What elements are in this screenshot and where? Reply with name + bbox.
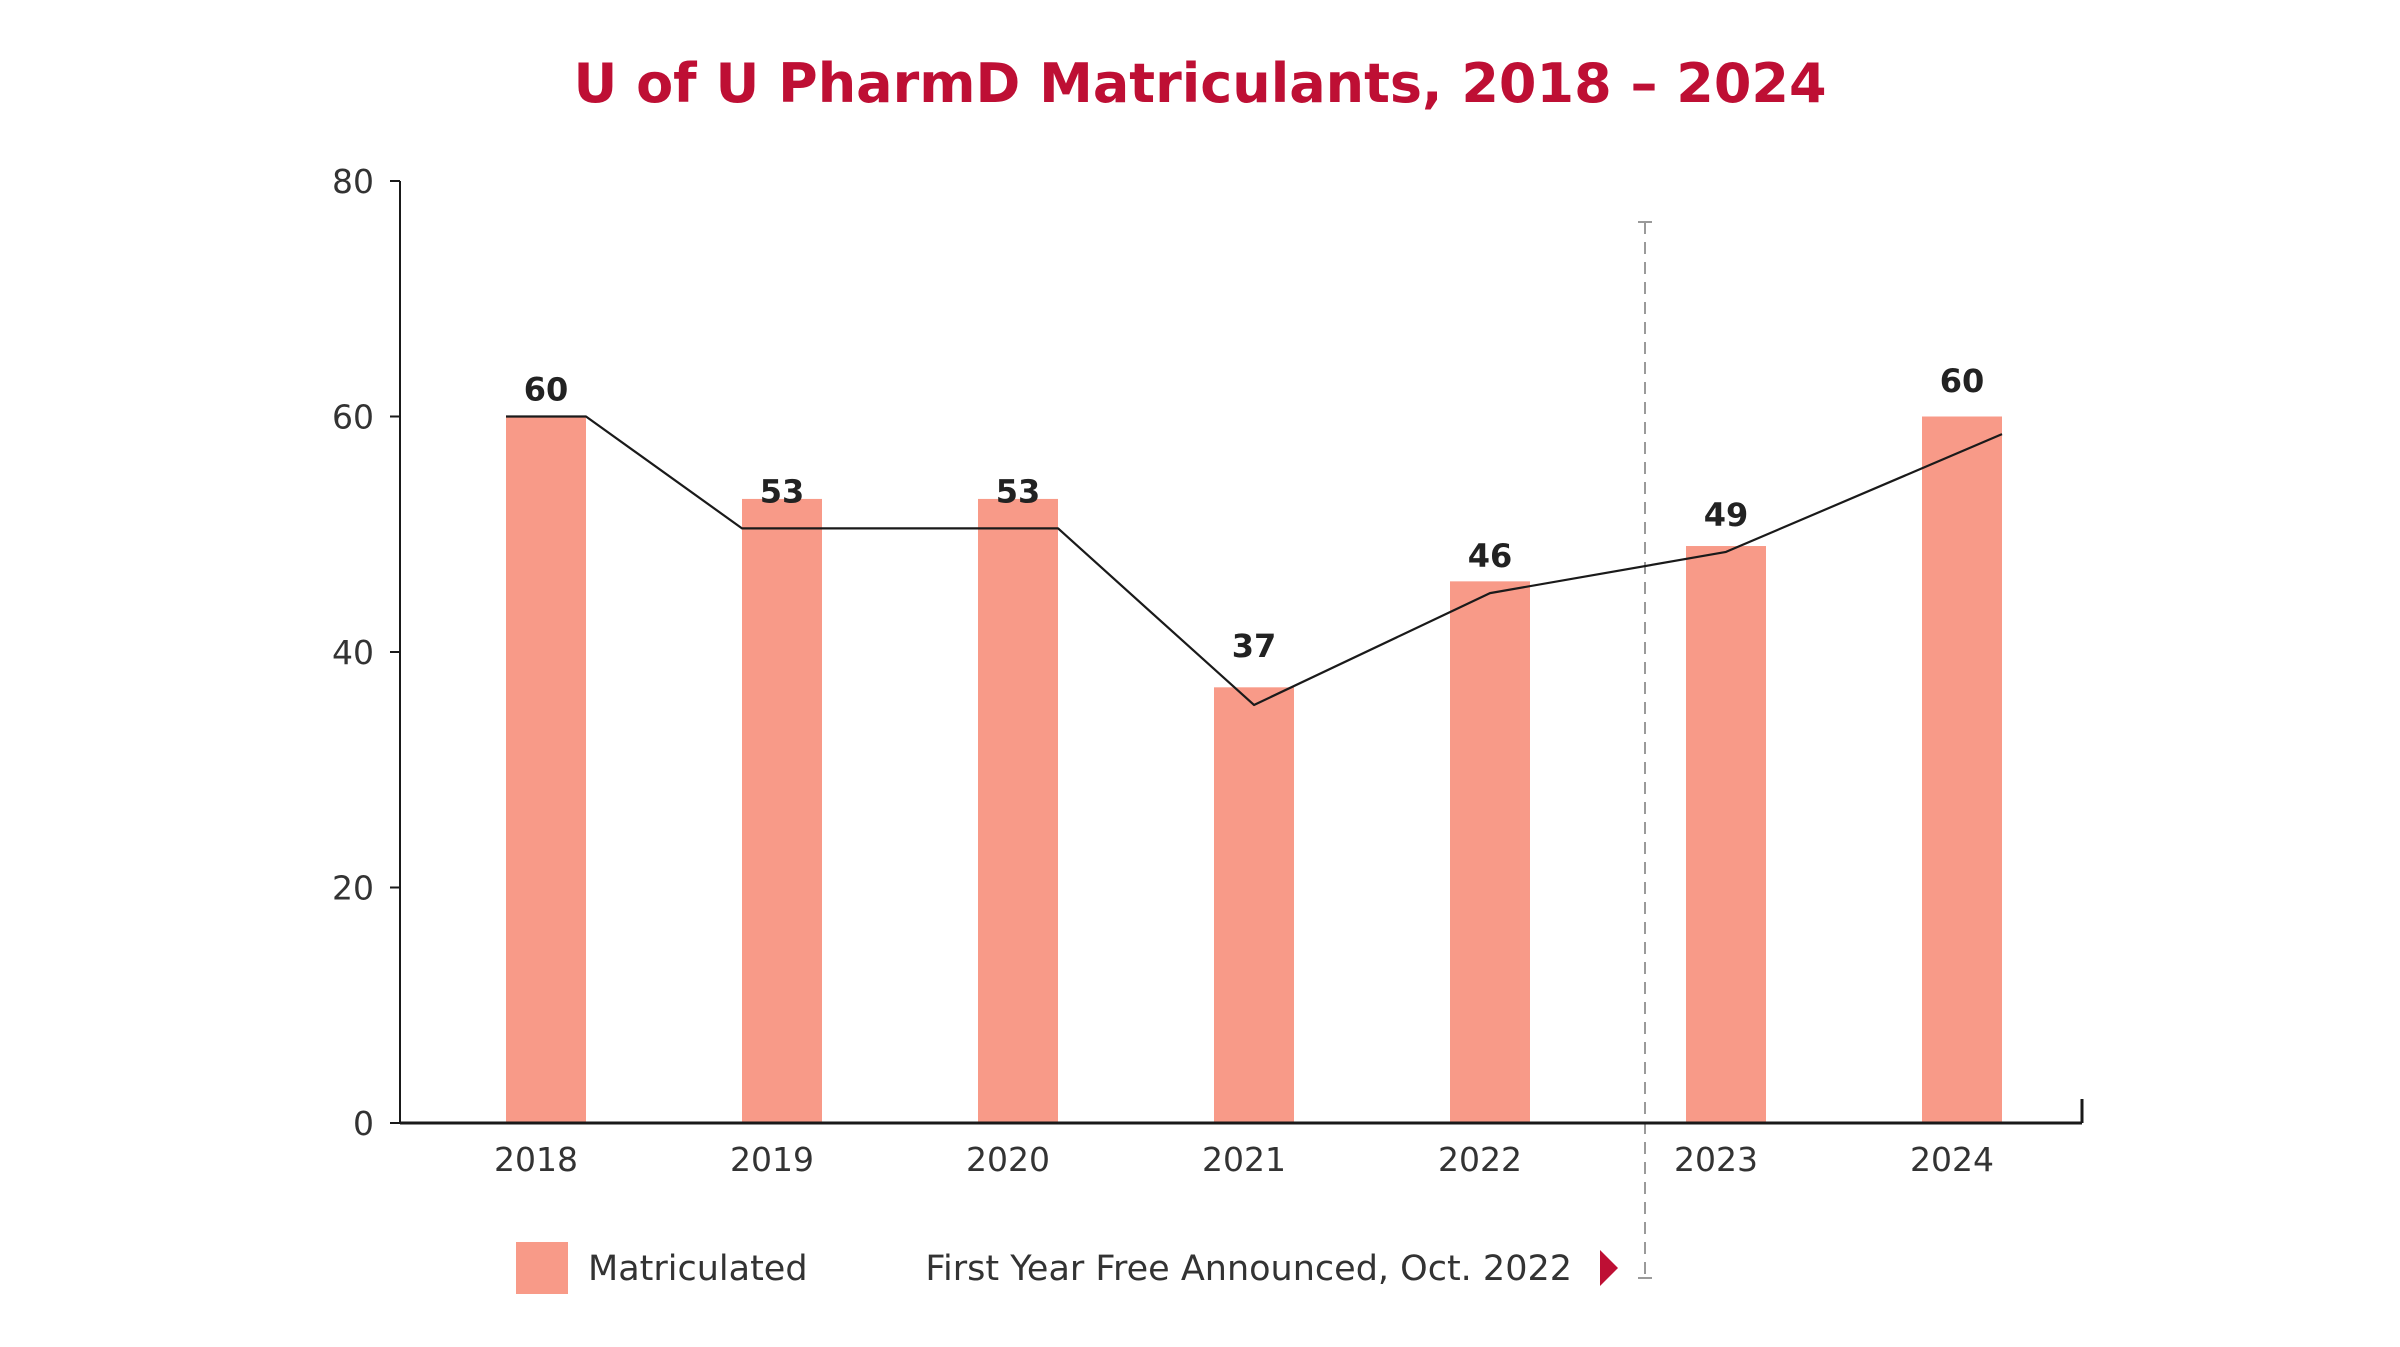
y-axis: 0 20 40 60 80 [332,162,401,1143]
data-label-2020: 53 [996,472,1041,510]
data-label-2021: 37 [1232,627,1277,665]
bar-2020 [978,498,1058,1123]
chart-title: U of U PharmD Matriculants, 2018 – 2024 [573,52,1826,115]
data-label-2023: 49 [1704,496,1749,534]
bar-2023 [1686,546,1766,1123]
y-tick-label: 40 [332,633,374,672]
x-tick-label-2018: 2018 [494,1140,578,1179]
bar-2024 [1922,416,2002,1123]
bar-2019 [742,498,822,1123]
data-label-2019: 53 [760,472,805,510]
x-tick-label-2024: 2024 [1910,1140,1994,1179]
data-label-2018: 60 [524,371,569,409]
bar-2021 [1214,687,1294,1123]
legend-swatch-matriculated [516,1242,568,1294]
data-label-2024: 60 [1940,362,1985,400]
bar-2018 [506,416,586,1123]
legend-label-matriculated: Matriculated [588,1249,808,1289]
bars [506,416,2002,1123]
bar-2022 [1450,581,1530,1123]
x-tick-label-2021: 2021 [1202,1140,1286,1179]
x-tick-label-2023: 2023 [1674,1140,1758,1179]
trend-line-path [506,415,2003,707]
y-tick-label: 0 [353,1104,374,1143]
annotation-label: First Year Free Announced, Oct. 2022 [925,1249,1572,1289]
annotation-divider [1638,221,1652,1279]
data-labels: 60 53 53 37 46 49 60 [524,362,1985,665]
triangle-right-icon [1600,1250,1618,1286]
y-tick-label: 80 [332,162,374,201]
x-tick-label-2022: 2022 [1438,1140,1522,1179]
x-axis: 2018 2019 2020 2021 2022 2023 2024 [400,1099,2084,1179]
data-label-2022: 46 [1468,537,1513,575]
annotation: First Year Free Announced, Oct. 2022 [925,1249,1618,1289]
y-tick-label: 60 [332,398,374,437]
x-tick-label-2019: 2019 [730,1140,814,1179]
legend: Matriculated [516,1242,808,1294]
x-tick-label-2020: 2020 [966,1140,1050,1179]
y-tick-label: 20 [332,869,374,908]
trend-line [506,415,2003,707]
